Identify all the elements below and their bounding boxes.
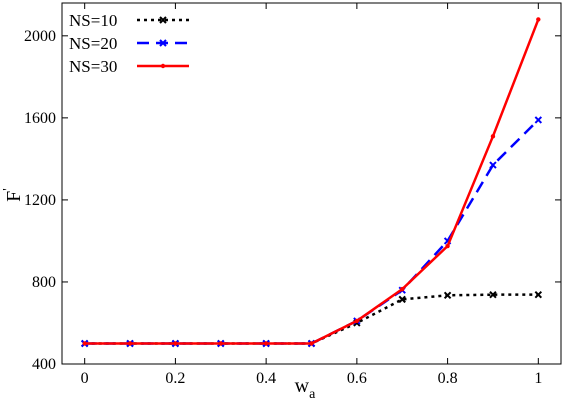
series-ns-10 <box>80 290 543 348</box>
data-point <box>398 295 406 304</box>
legend-entry: NS=30 <box>69 57 189 76</box>
data-point <box>354 318 360 324</box>
data-point <box>309 341 314 346</box>
data-point <box>490 134 496 139</box>
data-point <box>127 341 133 346</box>
x-axis-label: wa <box>295 375 316 402</box>
x-tick-label: 0 <box>81 370 89 387</box>
x-tick-label: 0.2 <box>165 370 185 387</box>
series-ns-30 <box>82 17 541 346</box>
series-line <box>84 119 540 345</box>
y-tick-label: 1200 <box>24 192 56 209</box>
data-point <box>173 341 178 346</box>
legend-marker <box>160 63 166 69</box>
x-axis-label-main: w <box>295 375 310 397</box>
legend-marker <box>159 39 167 47</box>
legend-marker <box>159 16 167 24</box>
legend: NS=10 NS=20 NS=30 <box>69 11 189 76</box>
x-tick-label: 1 <box>534 370 542 387</box>
y-axis-label-superscript: ' <box>1 188 16 191</box>
data-point <box>263 341 269 346</box>
axis-ticks <box>62 3 561 365</box>
y-tick-label: 1600 <box>24 110 56 127</box>
y-tick-label: 2000 <box>24 28 56 45</box>
data-point <box>218 341 223 346</box>
y-axis-label-main: F <box>3 191 25 202</box>
legend-label: NS=10 <box>69 11 117 30</box>
series-line <box>84 293 539 345</box>
series-ns-20 <box>80 116 543 348</box>
axis-tick-labels: 0 0.2 0.4 0.6 0.8 1 400 800 1200 1600 2000 <box>24 28 542 387</box>
data-point <box>400 286 405 292</box>
x-axis-label-subscript: a <box>309 387 316 402</box>
data-point <box>443 291 452 299</box>
data-point <box>489 161 497 169</box>
series-line <box>84 18 540 345</box>
data-point <box>534 116 543 124</box>
data-point <box>534 290 543 299</box>
data-point <box>82 341 87 346</box>
y-tick-label: 800 <box>32 274 56 291</box>
legend-label: NS=30 <box>69 57 117 76</box>
data-point <box>489 290 497 299</box>
data-point <box>536 17 541 22</box>
series-layer <box>80 17 543 348</box>
legend-entry: NS=10 <box>69 11 189 30</box>
legend-label: NS=20 <box>69 34 117 53</box>
y-axis-label: F' <box>1 188 25 202</box>
data-point <box>445 243 450 249</box>
legend-entry: NS=20 <box>69 34 189 53</box>
y-tick-label: 400 <box>32 356 56 373</box>
x-tick-label: 0.6 <box>347 370 367 387</box>
x-tick-label: 0.8 <box>438 370 458 387</box>
x-tick-label: 0.4 <box>256 370 276 387</box>
plot-frame <box>61 2 562 365</box>
